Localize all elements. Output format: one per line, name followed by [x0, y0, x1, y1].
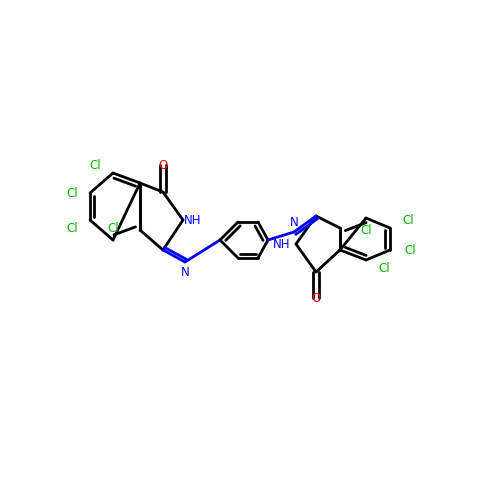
Text: O: O — [311, 292, 320, 305]
Text: Cl: Cl — [360, 224, 372, 237]
Text: NH: NH — [273, 238, 291, 251]
Text: N: N — [290, 216, 298, 228]
Text: Cl: Cl — [66, 221, 78, 235]
Text: Cl: Cl — [404, 243, 416, 256]
Text: NH: NH — [184, 214, 202, 227]
Text: Cl: Cl — [89, 159, 101, 171]
Text: O: O — [159, 159, 168, 171]
Text: Cl: Cl — [107, 221, 119, 235]
Text: N: N — [181, 265, 189, 278]
Text: Cl: Cl — [378, 262, 390, 274]
Text: Cl: Cl — [402, 214, 414, 227]
Text: Cl: Cl — [66, 186, 78, 199]
